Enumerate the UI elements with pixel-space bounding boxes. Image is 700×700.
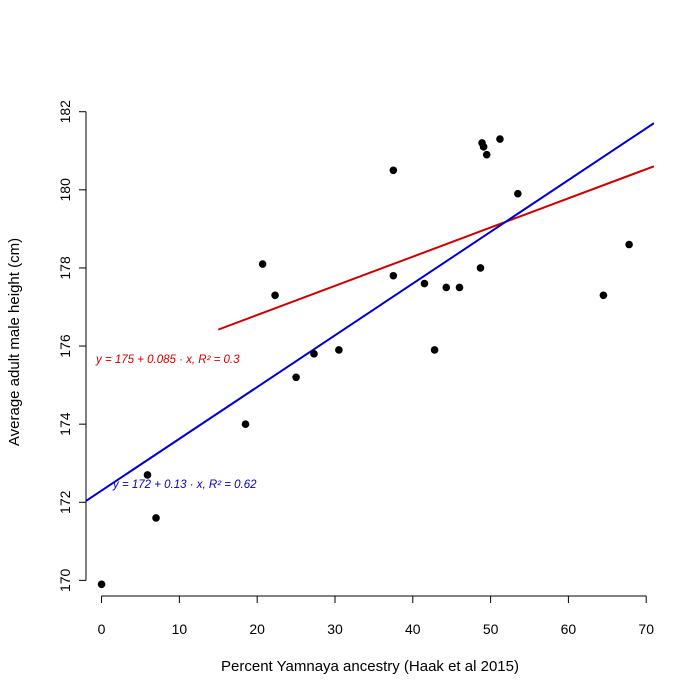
data-point xyxy=(482,150,491,159)
data-point xyxy=(258,260,267,268)
x-axis: 0 10 20 30 40 50 60 70 xyxy=(98,595,654,637)
data-point xyxy=(292,373,300,382)
data-point xyxy=(335,346,343,354)
data-point xyxy=(310,350,318,358)
y-tick-label: 182 xyxy=(57,100,73,124)
data-point xyxy=(479,143,488,151)
x-tick-label: 50 xyxy=(483,621,499,637)
data-point xyxy=(241,420,250,428)
data-point xyxy=(625,240,633,249)
data-point xyxy=(599,291,608,300)
data-point xyxy=(476,264,485,272)
data-points xyxy=(97,135,633,589)
y-tick-label: 180 xyxy=(57,178,73,202)
data-point xyxy=(496,135,504,143)
x-tick-label: 0 xyxy=(98,621,106,637)
data-point xyxy=(152,514,160,522)
y-tick-label: 174 xyxy=(57,412,73,436)
x-tick-label: 10 xyxy=(172,621,188,637)
x-axis-title: Percent Yamnaya ancestry (Haak et al 201… xyxy=(221,658,519,675)
y-tick-label: 172 xyxy=(57,490,73,514)
data-point xyxy=(514,189,522,198)
data-point xyxy=(389,271,398,280)
data-point xyxy=(420,279,429,288)
data-point xyxy=(455,283,464,292)
data-point xyxy=(430,346,439,354)
data-point xyxy=(389,166,398,175)
y-axis: 170 172 174 176 178 180 182 xyxy=(57,100,87,592)
x-tick-label: 20 xyxy=(249,621,265,637)
red-fit-line xyxy=(217,165,654,331)
x-tick-label: 30 xyxy=(327,621,343,637)
x-tick-label: 70 xyxy=(638,621,654,637)
y-tick-label: 170 xyxy=(57,568,73,592)
y-tick-label: 176 xyxy=(57,334,73,358)
data-point xyxy=(143,471,152,479)
x-tick-label: 60 xyxy=(561,621,577,637)
y-tick-label: 178 xyxy=(57,256,73,280)
y-axis-title: Average adult male height (cm) xyxy=(6,238,23,446)
data-point xyxy=(271,291,279,300)
red-fit-equation: y = 175 + 0.085 · x, R² = 0.3 xyxy=(95,354,240,366)
data-point xyxy=(442,283,451,292)
blue-fit-line xyxy=(85,122,654,502)
blue-fit-equation: y = 172 + 0.13 · x, R² = 0.62 xyxy=(112,479,257,491)
fit-lines xyxy=(85,122,654,502)
data-point xyxy=(97,580,106,589)
x-tick-label: 40 xyxy=(405,621,421,637)
